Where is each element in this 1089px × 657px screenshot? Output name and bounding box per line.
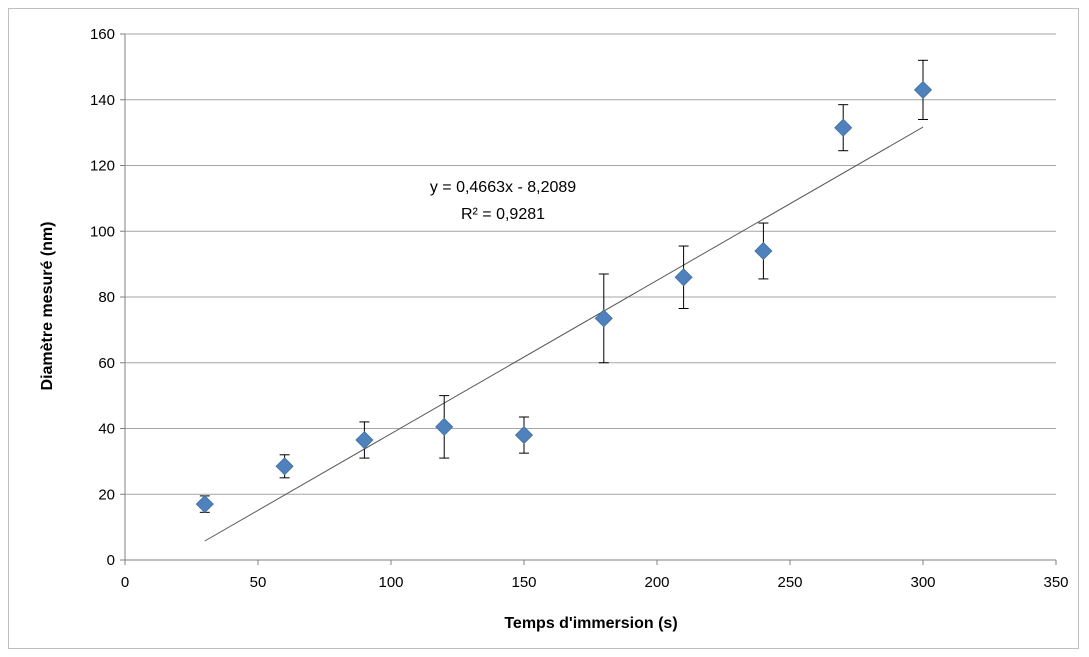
data-point-diamond bbox=[754, 241, 773, 261]
y-tick-label: 60 bbox=[98, 355, 115, 372]
x-tick-label: 300 bbox=[910, 574, 935, 591]
data-point-diamond bbox=[913, 80, 933, 99]
trendline-equation: y = 0,4663x - 8,2089 bbox=[430, 179, 576, 196]
chart-area: 0 20 40 60 80 100 120 140 160 0 50 100 150 200 250 300 3… bbox=[8, 8, 1079, 649]
y-tick-label: 140 bbox=[90, 92, 115, 109]
data-point-diamond bbox=[275, 457, 294, 476]
data-point-diamond bbox=[355, 430, 374, 450]
y-axis-title: Diamètre mesuré (nm) bbox=[39, 222, 56, 391]
x-tick-label: 250 bbox=[777, 574, 802, 591]
y-tick-label: 80 bbox=[98, 289, 115, 306]
y-tick-label: 100 bbox=[90, 223, 115, 240]
axes bbox=[120, 33, 1057, 565]
data-point-diamond bbox=[435, 417, 454, 436]
data-point-diamond bbox=[594, 309, 613, 328]
trendline-group bbox=[204, 126, 924, 542]
scatter-chart: 0 20 40 60 80 100 120 140 160 0 50 100 150 200 250 300 3… bbox=[39, 26, 1069, 632]
data-point-diamond bbox=[834, 118, 853, 137]
trendline-r-squared: R² = 0,9281 bbox=[461, 206, 545, 223]
y-tick-label: 40 bbox=[98, 421, 115, 438]
tick-labels: 0 20 40 60 80 100 120 140 160 0 50 100 150 200 250 300 3… bbox=[90, 26, 1069, 591]
trendline bbox=[204, 126, 924, 542]
x-tick-label: 50 bbox=[250, 574, 267, 591]
data-point-diamond bbox=[195, 495, 214, 514]
y-tick-label: 20 bbox=[98, 486, 115, 503]
x-tick-label: 100 bbox=[378, 574, 403, 591]
gridlines bbox=[125, 33, 1056, 495]
data-point-diamond bbox=[674, 268, 693, 287]
data-point-diamond bbox=[514, 426, 534, 445]
x-tick-label: 350 bbox=[1043, 574, 1068, 591]
x-tick-label: 200 bbox=[644, 574, 669, 591]
y-tick-label: 120 bbox=[90, 158, 115, 175]
x-tick-label: 0 bbox=[121, 574, 129, 591]
data-points bbox=[195, 80, 933, 514]
x-tick-label: 150 bbox=[511, 574, 536, 591]
error-bars bbox=[199, 59, 928, 513]
y-tick-label: 0 bbox=[107, 552, 115, 569]
x-axis-title: Temps d'immersion (s) bbox=[504, 615, 677, 632]
y-tick-label: 160 bbox=[90, 26, 115, 43]
